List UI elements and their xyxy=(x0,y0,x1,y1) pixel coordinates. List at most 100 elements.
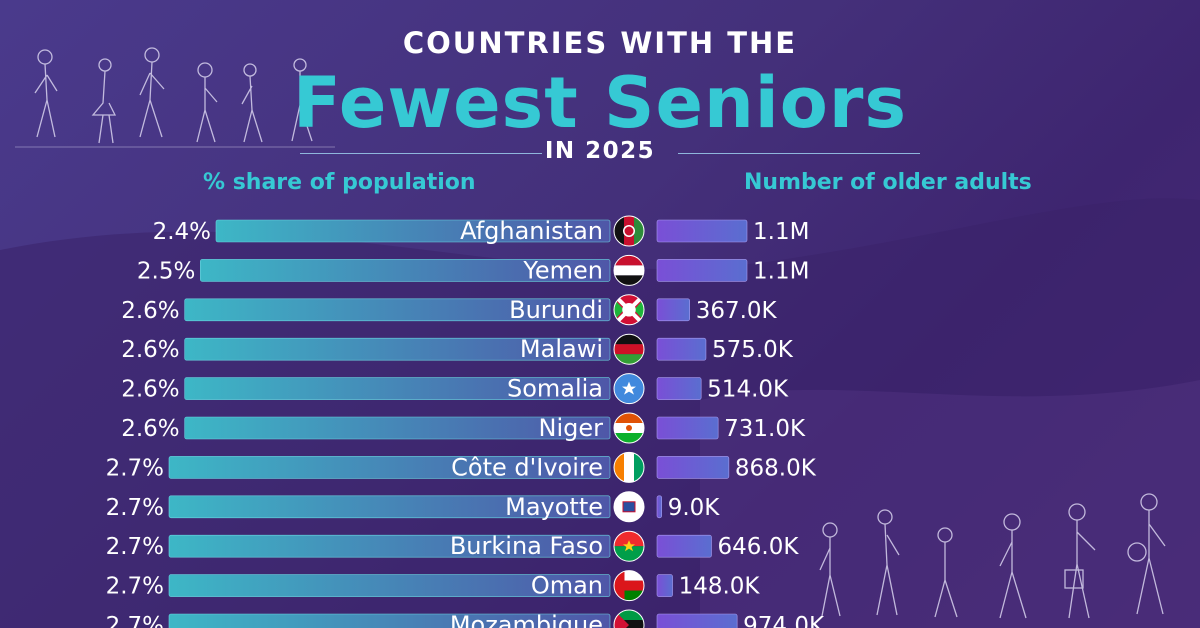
flag-triangle xyxy=(614,610,629,628)
table-row: 2.7% Mayotte 9.0K xyxy=(106,491,721,523)
count-value-label: 646.0K xyxy=(718,534,800,560)
title-rule-right xyxy=(678,153,920,154)
flag-emblem xyxy=(622,501,636,513)
share-value-label: 2.6% xyxy=(121,377,179,403)
flag-stripe xyxy=(614,344,644,355)
flag-body xyxy=(614,491,644,522)
table-row: 2.7% Côte d'Ivoire 868.0K xyxy=(106,451,817,483)
table-row: 2.7% Burkina Faso 646.0K xyxy=(106,530,800,562)
share-bar xyxy=(200,259,611,282)
flag-stripe xyxy=(614,610,644,620)
flag-body xyxy=(614,610,644,628)
share-bar xyxy=(168,456,611,479)
flag-body xyxy=(614,373,644,404)
share-bar xyxy=(168,574,611,597)
count-bar xyxy=(656,337,707,361)
country-label: Oman xyxy=(531,572,603,600)
country-label: Malawi xyxy=(520,335,603,363)
share-value-label: 2.7% xyxy=(106,495,164,521)
count-bar xyxy=(656,377,702,400)
mayotte-flag xyxy=(613,491,645,523)
count-bar xyxy=(656,456,730,479)
title-subtitle: IN 2025 xyxy=(544,138,656,164)
flag-triangle xyxy=(614,298,624,321)
flag-stripe xyxy=(614,452,624,483)
flag-stripe xyxy=(614,570,644,581)
burundi-flag xyxy=(613,294,645,326)
flag-hoist xyxy=(614,570,625,601)
flag-star xyxy=(623,540,635,552)
column-header-count: Number of older adults xyxy=(744,170,1032,195)
flag-stripe xyxy=(614,216,624,246)
flag-body xyxy=(614,531,644,562)
count-bar xyxy=(656,574,673,597)
flag-emblem xyxy=(623,225,635,237)
table-row: 2.6% Somalia 514.0K xyxy=(121,373,789,405)
share-bar xyxy=(168,534,611,558)
share-bar xyxy=(168,613,611,628)
share-value-label: 2.7% xyxy=(106,534,164,560)
flag-emblem xyxy=(622,303,636,317)
count-value-label: 1.1M xyxy=(753,258,809,284)
count-value-label: 1.1M xyxy=(753,219,809,245)
table-row: 2.7% Mozambique 974.0K xyxy=(106,609,825,628)
share-bar xyxy=(184,377,611,400)
count-bar xyxy=(656,259,748,282)
count-bar xyxy=(656,219,748,243)
flag-stripe xyxy=(614,580,644,591)
flag-stripe xyxy=(614,354,644,365)
count-value-label: 868.0K xyxy=(735,455,817,481)
flag-body xyxy=(614,452,644,483)
share-value-label: 2.6% xyxy=(121,337,179,363)
flag-border xyxy=(613,294,645,326)
country-label: Burundi xyxy=(509,296,603,324)
flag-border xyxy=(613,530,645,562)
flag-body xyxy=(614,334,644,365)
flag-body xyxy=(614,294,644,325)
share-bar xyxy=(184,416,611,440)
table-row: 2.6% Niger 731.0K xyxy=(121,412,806,444)
flag-body xyxy=(614,413,644,443)
table-row: 2.5% Yemen 1.1M xyxy=(137,254,809,286)
burkina-faso-flag xyxy=(613,530,645,562)
flag-border xyxy=(613,333,645,365)
flag-stripe xyxy=(614,334,644,345)
share-value-label: 2.7% xyxy=(106,455,164,481)
count-bar xyxy=(656,416,719,440)
flag-border xyxy=(613,254,645,286)
share-value-label: 2.4% xyxy=(153,219,211,245)
flag-border xyxy=(613,491,645,523)
flag-border xyxy=(613,373,645,405)
walking-people-illustration xyxy=(15,47,335,148)
count-bar xyxy=(656,298,690,322)
flag-stripe xyxy=(614,275,644,286)
flag-stripe xyxy=(614,413,644,423)
count-value-label: 367.0K xyxy=(696,298,778,324)
flag-stripe xyxy=(634,452,644,483)
country-label: Somalia xyxy=(507,375,603,403)
flag-star xyxy=(622,381,636,395)
flag-stripe xyxy=(614,433,644,443)
flag-body xyxy=(614,216,644,246)
share-bar xyxy=(184,298,611,322)
afghanistan-flag xyxy=(613,215,645,247)
country-label: Afghanistan xyxy=(460,217,603,245)
somalia-flag xyxy=(613,373,645,405)
flag-stripe xyxy=(614,255,644,266)
flag-border xyxy=(613,412,645,444)
table-row: 2.4% Afghanistan 1.1M xyxy=(153,215,809,247)
share-value-label: 2.7% xyxy=(106,613,164,628)
flag-emblem xyxy=(626,425,632,431)
share-value-label: 2.5% xyxy=(137,258,195,284)
count-value-label: 575.0K xyxy=(712,337,794,363)
share-value-label: 2.6% xyxy=(121,416,179,442)
country-label: Mozambique xyxy=(450,611,603,628)
table-row: 2.6% Burundi 367.0K xyxy=(121,294,778,326)
column-header-share: % share of population xyxy=(203,170,476,195)
mozambique-flag xyxy=(613,609,645,628)
flag-border xyxy=(613,215,645,247)
count-bar xyxy=(656,495,663,519)
title-rule-left xyxy=(300,153,542,154)
count-value-label: 9.0K xyxy=(668,495,721,521)
table-row: 2.7% Oman 148.0K xyxy=(106,570,760,602)
